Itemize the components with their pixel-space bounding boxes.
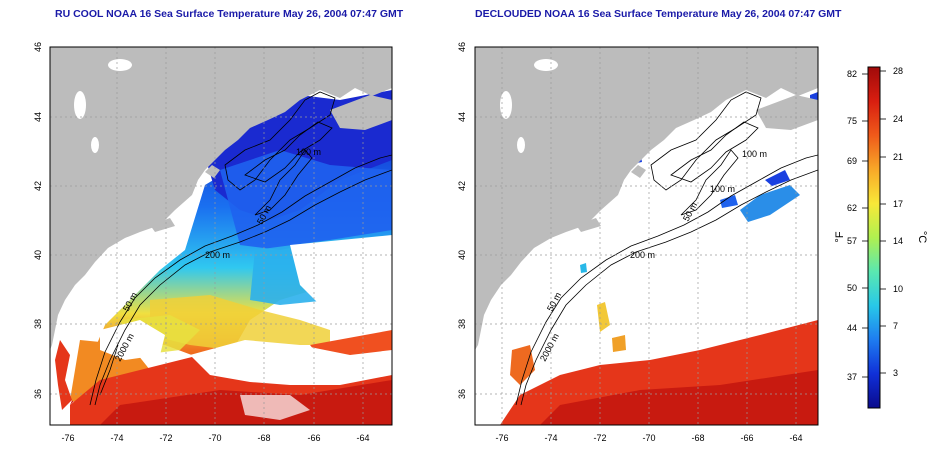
- fahrenheit-tick-label: 62: [847, 203, 857, 213]
- left-x-tick-label: -76: [61, 433, 74, 443]
- celsius-tick-label: 28: [893, 66, 903, 76]
- fahrenheit-tick-label: 69: [847, 156, 857, 166]
- fahrenheit-tick-label: 75: [847, 116, 857, 126]
- celsius-axis-label: °C: [916, 231, 928, 243]
- left-land: [50, 47, 392, 350]
- right-contour-label: 100 m: [710, 184, 735, 194]
- right-grid: [475, 47, 818, 425]
- left-x-tick-label: -72: [159, 433, 172, 443]
- fahrenheit-tick-label: 50: [847, 283, 857, 293]
- left-y-tick-label: 42: [33, 181, 43, 191]
- left-grid: [50, 47, 392, 425]
- celsius-tick-label: 3: [893, 368, 898, 378]
- celsius-tick-label: 17: [893, 199, 903, 209]
- right-x-tick-label: -72: [593, 433, 606, 443]
- fahrenheit-axis-label: °F: [834, 231, 846, 242]
- fahrenheit-ticks: 82 75 69 62 57 50 44 37: [847, 69, 857, 382]
- left-x-tick-label: -68: [257, 433, 270, 443]
- left-x-tick-label: -66: [307, 433, 320, 443]
- right-x-axis: -76 -74 -72 -70 -68 -66 -64: [495, 433, 802, 443]
- celsius-tick-label: 10: [893, 284, 903, 294]
- left-y-tick-label: 36: [33, 389, 43, 399]
- left-contour-label: 200 m: [205, 250, 230, 260]
- celsius-tick-label: 21: [893, 152, 903, 162]
- right-y-tick-label: 36: [457, 389, 467, 399]
- celsius-tick-label: 7: [893, 321, 898, 331]
- right-y-tick-label: 44: [457, 112, 467, 122]
- celsius-tick-label: 24: [893, 114, 903, 124]
- left-bathymetry-contours: [89, 91, 392, 406]
- right-map-frame: [474, 46, 819, 426]
- celsius-tick-label: 14: [893, 236, 903, 246]
- left-map-frame: [49, 46, 393, 426]
- right-x-tick-label: -64: [789, 433, 802, 443]
- right-y-axis: 36 38 40 42 44 46: [457, 42, 467, 399]
- right-y-tick-label: 42: [457, 181, 467, 191]
- left-x-tick-label: -64: [356, 433, 369, 443]
- right-y-tick-label: 38: [457, 319, 467, 329]
- right-y-tick-label: 46: [457, 42, 467, 52]
- right-x-tick-label: -74: [544, 433, 557, 443]
- left-panel-title: RU COOL NOAA 16 Sea Surface Temperature …: [55, 8, 404, 20]
- left-x-tick-label: -70: [208, 433, 221, 443]
- right-y-tick-label: 40: [457, 250, 467, 260]
- right-x-tick-label: -68: [691, 433, 704, 443]
- fahrenheit-tick-label: 37: [847, 372, 857, 382]
- right-x-tick-label: -66: [740, 433, 753, 443]
- right-land: [475, 47, 818, 350]
- right-contour-label: 100 m: [742, 149, 767, 159]
- left-y-tick-label: 38: [33, 319, 43, 329]
- left-y-tick-label: 44: [33, 112, 43, 122]
- right-map-panel: 100 m 100 m 50 m 200 m 50 m 2000 m -76 -…: [457, 42, 819, 443]
- colorbar: 82 75 69 62 57 50 44 37 28 24 21 17 14 1…: [834, 66, 928, 409]
- colorbar-gradient: [867, 66, 881, 409]
- left-y-tick-label: 40: [33, 250, 43, 260]
- left-x-tick-label: -74: [110, 433, 123, 443]
- left-x-axis: -76 -74 -72 -70 -68 -66 -64: [61, 433, 369, 443]
- left-y-tick-label: 46: [33, 42, 43, 52]
- left-y-axis: 36 38 40 42 44 46: [33, 42, 43, 399]
- right-panel-title: DECLOUDED NOAA 16 Sea Surface Temperatur…: [475, 8, 842, 20]
- right-bathymetry-contours: [515, 91, 818, 406]
- left-contour-label: 100 m: [296, 147, 321, 157]
- left-map-panel: 100 m 50 m 200 m 50 m 2000 m -76 -74 -72…: [33, 42, 393, 443]
- celsius-ticks: 28 24 21 17 14 10 7 3: [893, 66, 903, 378]
- right-x-tick-label: -76: [495, 433, 508, 443]
- right-x-tick-label: -70: [642, 433, 655, 443]
- fahrenheit-tick-label: 57: [847, 236, 857, 246]
- fahrenheit-tick-label: 44: [847, 323, 857, 333]
- fahrenheit-tick-label: 82: [847, 69, 857, 79]
- right-contour-label: 200 m: [630, 250, 655, 260]
